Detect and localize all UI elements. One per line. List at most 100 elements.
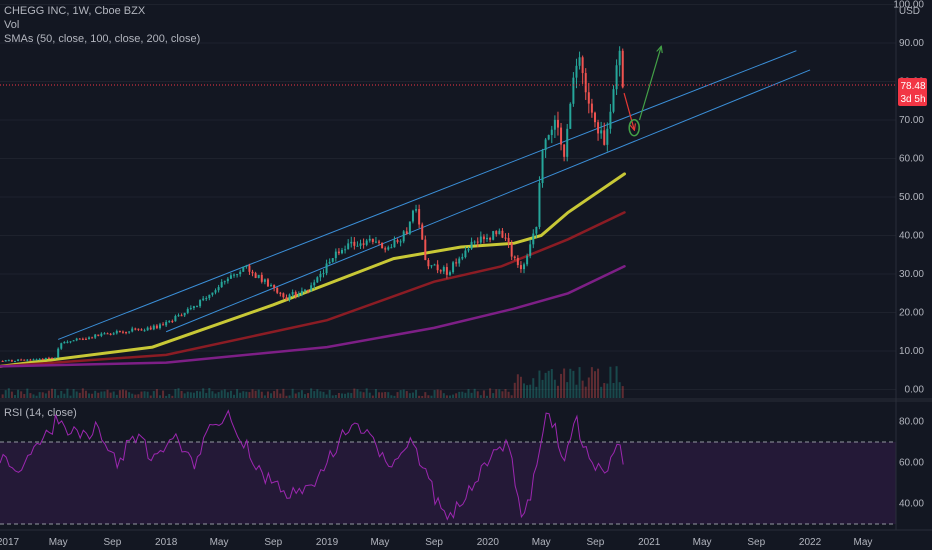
candle-body [593, 112, 596, 123]
candle-body [7, 360, 10, 362]
candle-body [307, 289, 310, 291]
candle-body [229, 275, 232, 279]
time-tick-label: Sep [103, 537, 121, 548]
volume-bar [439, 390, 442, 398]
candle-body [578, 57, 581, 66]
candle-body [81, 338, 84, 340]
pane-separator[interactable] [0, 398, 932, 402]
volume-bar [606, 383, 609, 398]
price-tick-label: 20.00 [899, 308, 924, 319]
candle-body [1, 361, 4, 363]
volume-bar [498, 389, 501, 398]
candle-body [297, 294, 300, 296]
time-axis[interactable]: 2017 May Sep 2018 May Sep 2019 May Sep 2020 May Sep… [0, 537, 872, 548]
candle-body [356, 245, 359, 247]
last-price-tag: 78.48 3d 5h [898, 78, 927, 106]
candle-body [152, 325, 155, 330]
symbol-legend[interactable]: CHEGG INC, 1W, Cboe BZX [4, 5, 146, 17]
trend-arrow[interactable] [638, 47, 661, 121]
candle-body [421, 224, 424, 240]
candle-body [103, 333, 106, 335]
candle-body [547, 135, 550, 140]
time-tick-label: 2019 [316, 537, 339, 548]
volume-bar [245, 391, 248, 398]
volume-bar [149, 395, 152, 398]
volume-bar [452, 394, 455, 398]
rsi-axis[interactable]: 80.00 60.00 40.00 [899, 417, 924, 510]
volume-bar [356, 389, 359, 398]
volume-bar [538, 370, 541, 398]
volume-bar [60, 390, 63, 398]
candle-body [615, 65, 618, 90]
volume-bar [556, 385, 559, 398]
volume-bar [291, 388, 294, 398]
candle-body [341, 249, 344, 254]
candle-body [214, 290, 217, 293]
volume-bar [38, 392, 41, 398]
candle-body [415, 209, 418, 211]
volume-bar [13, 394, 16, 398]
trend-channel[interactable] [57, 50, 811, 340]
volume-bar [125, 390, 128, 398]
volume-bar [81, 388, 84, 398]
candle-body [288, 294, 291, 300]
candle-body [402, 231, 405, 242]
sma-legend[interactable]: SMAs (50, close, 100, close, 200, close) [4, 33, 201, 45]
volume-bar [100, 391, 103, 398]
volume-bar [445, 395, 448, 398]
volume-bar [288, 395, 291, 398]
candle-body [489, 237, 492, 240]
candle-body [430, 265, 433, 267]
channel-line[interactable] [57, 50, 797, 340]
volume-bar [381, 392, 384, 398]
candle-body [600, 130, 603, 134]
volume-bar [72, 389, 75, 398]
candle-body [504, 237, 507, 239]
volume-bar [600, 386, 603, 398]
candle-body [282, 293, 285, 298]
sma-lines [0, 172, 626, 368]
candle-body [526, 255, 529, 265]
candle-body [371, 238, 374, 242]
channel-line[interactable] [165, 69, 811, 333]
volume-bar [51, 388, 54, 398]
candle-body [300, 290, 303, 295]
time-tick-label: 2021 [638, 537, 661, 548]
candle-body [51, 357, 54, 359]
volume-bar [325, 394, 328, 398]
price-tick-label: 30.00 [899, 269, 924, 280]
candle-body [220, 281, 223, 288]
candle-body [88, 337, 91, 340]
volume-bar [112, 391, 115, 398]
candle-body [84, 338, 87, 340]
candle-body [44, 357, 47, 360]
candle-body [4, 360, 7, 362]
volume-bar [285, 395, 288, 398]
candle-body [257, 274, 260, 278]
volume-bar [618, 382, 621, 398]
rsi-legend[interactable]: RSI (14, close) [4, 407, 77, 419]
candle-body [347, 243, 350, 250]
price-tick-label: 90.00 [899, 38, 924, 49]
candle-body [94, 334, 97, 338]
trend-arrow[interactable] [623, 92, 634, 130]
volume-bar [226, 392, 229, 398]
volume-bar [615, 366, 618, 398]
volume-bar [196, 390, 199, 398]
time-tick-label: May [853, 537, 872, 548]
volume-bar [257, 389, 260, 398]
volume-bar [313, 391, 316, 398]
volume-bar [88, 393, 91, 398]
candle-body [66, 341, 69, 343]
volume-bar [146, 391, 149, 398]
volume-legend[interactable]: Vol [4, 19, 20, 31]
candle-body [538, 183, 541, 227]
volume-bar [581, 380, 584, 398]
volume-bar [35, 395, 38, 398]
target-ellipse[interactable] [628, 118, 640, 137]
candle-body [54, 357, 57, 359]
drawing-annotations[interactable] [623, 47, 661, 137]
volume-bar [1, 394, 4, 398]
volume-bar [405, 391, 408, 398]
